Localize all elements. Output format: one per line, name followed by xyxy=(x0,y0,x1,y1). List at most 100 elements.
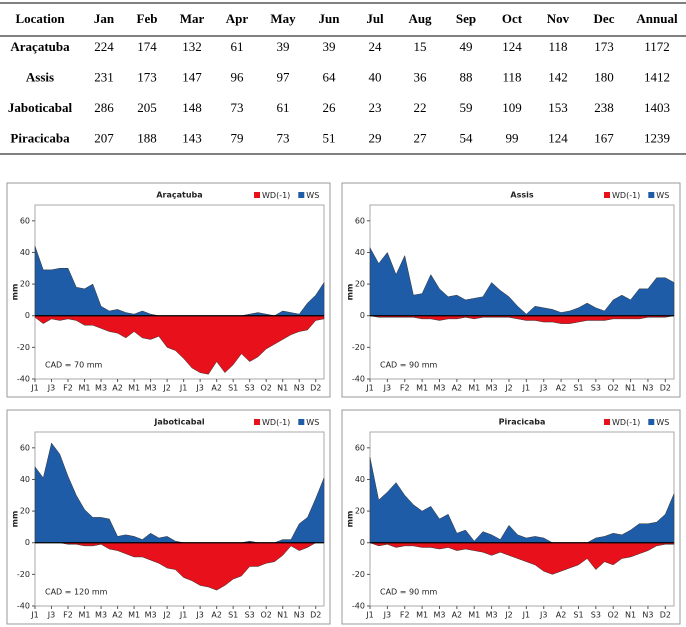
table-cell: 1412 xyxy=(644,69,670,84)
x-tick-label: S3 xyxy=(245,611,255,620)
x-tick-label: M1 xyxy=(128,611,140,620)
x-tick-label: J3 xyxy=(195,384,203,393)
table-cell: 109 xyxy=(502,100,522,115)
table-cell: 40 xyxy=(369,69,382,84)
table-cell: 205 xyxy=(137,100,157,115)
legend-label: WS xyxy=(656,418,669,427)
table-cell: 61 xyxy=(277,100,290,115)
table-cell: 180 xyxy=(594,69,614,84)
x-tick-label: M3 xyxy=(433,611,445,620)
x-tick-label: M1 xyxy=(79,384,91,393)
legend-swatch xyxy=(648,192,655,198)
x-tick-label: O2 xyxy=(261,611,272,620)
y-tick-label: 60 xyxy=(355,443,365,452)
chart-title: Assis xyxy=(510,191,533,200)
legend-label: WD(-1) xyxy=(262,418,290,427)
x-tick-label: N3 xyxy=(642,611,653,620)
y-tick-label: -40 xyxy=(17,375,30,384)
x-tick-label: N1 xyxy=(277,384,288,393)
legend-swatch xyxy=(254,192,260,198)
table-cell: 61 xyxy=(231,39,244,54)
x-tick-label: O2 xyxy=(261,384,272,393)
x-tick-label: M3 xyxy=(433,384,445,393)
x-tick-label: A2 xyxy=(556,611,567,620)
table-header: May xyxy=(270,11,296,26)
annotation: CAD = 120 mm xyxy=(45,588,108,597)
x-tick-label: J3 xyxy=(47,611,55,620)
y-tick-label: -40 xyxy=(17,602,30,611)
legend-label: WD(-1) xyxy=(612,191,640,200)
row-label: Assis xyxy=(26,69,54,84)
table-header: Dec xyxy=(594,11,615,26)
chart-title: Piracicaba xyxy=(499,418,546,427)
table-header: Annual xyxy=(636,11,678,26)
table-cell: 173 xyxy=(594,39,614,54)
y-tick-label: 20 xyxy=(20,280,30,289)
legend-label: WD(-1) xyxy=(262,191,290,200)
table-cell: 1172 xyxy=(644,39,670,54)
table-cell: 173 xyxy=(137,69,157,84)
y-tick-label: 20 xyxy=(20,507,30,516)
table-header: Jan xyxy=(94,11,115,26)
x-tick-label: M1 xyxy=(128,384,140,393)
x-tick-label: A2 xyxy=(112,611,123,620)
x-tick-label: J3 xyxy=(383,611,391,620)
chart: Assis WD(-1) WS mm -40 -20 0 20 40 60 J1 J3 F2 M1 M3 A2… xyxy=(341,182,681,398)
table: Location Jan Feb Mar Apr May Jun Jul Aug Sep Oct No… xyxy=(0,2,686,155)
x-tick-label: A2 xyxy=(112,384,123,393)
table-cell: 142 xyxy=(548,69,568,84)
y-axis-label: mm xyxy=(346,511,355,528)
x-tick-label: A2 xyxy=(211,384,222,393)
table-cell: 27 xyxy=(414,130,428,145)
table-cell: 22 xyxy=(414,100,427,115)
x-tick-label: N1 xyxy=(625,384,636,393)
table-cell: 1403 xyxy=(644,100,670,115)
table-cell: 118 xyxy=(548,39,567,54)
x-tick-label: J2 xyxy=(162,611,170,620)
y-tick-label: 0 xyxy=(25,311,30,320)
x-tick-label: S1 xyxy=(228,384,238,393)
x-tick-label: S3 xyxy=(245,384,255,393)
table-header: Nov xyxy=(547,11,570,26)
x-tick-label: F2 xyxy=(400,384,410,393)
legend-label: WS xyxy=(306,418,319,427)
table-cell: 188 xyxy=(137,130,157,145)
y-tick-label: 0 xyxy=(360,311,365,320)
table-cell: 79 xyxy=(231,130,244,145)
table-cell: 174 xyxy=(137,39,157,54)
x-tick-label: N3 xyxy=(642,384,653,393)
table-header: Jul xyxy=(366,11,384,26)
table-cell: 88 xyxy=(460,69,473,84)
area xyxy=(34,315,325,375)
x-tick-label: M3 xyxy=(486,611,498,620)
x-tick-label: M3 xyxy=(95,611,107,620)
x-tick-label: N1 xyxy=(277,611,288,620)
area xyxy=(369,457,675,543)
table-cell: 224 xyxy=(94,39,114,54)
x-tick-label: M1 xyxy=(468,611,480,620)
x-tick-label: M1 xyxy=(468,384,480,393)
x-tick-label: M1 xyxy=(416,384,428,393)
table-cell: 59 xyxy=(460,100,473,115)
plot-area xyxy=(369,204,675,380)
table-cell: 73 xyxy=(277,130,290,145)
legend-swatch xyxy=(648,419,655,425)
x-tick-label: M1 xyxy=(416,611,428,620)
y-axis-label: mm xyxy=(11,284,20,301)
y-tick-label: 20 xyxy=(355,507,365,516)
table-header: Oct xyxy=(502,11,523,26)
y-tick-label: -20 xyxy=(352,343,365,352)
table-cell: 124 xyxy=(502,39,522,54)
x-tick-label: J1 xyxy=(179,611,187,620)
table-cell: 24 xyxy=(369,39,383,54)
x-tick-label: A2 xyxy=(452,611,463,620)
table-header: Mar xyxy=(180,11,205,26)
x-tick-label: S3 xyxy=(591,611,601,620)
x-tick-label: J1 xyxy=(522,611,530,620)
table-cell: 99 xyxy=(506,130,519,145)
x-tick-label: S1 xyxy=(573,384,583,393)
annotation: CAD = 90 mm xyxy=(380,588,438,597)
y-tick-label: 0 xyxy=(360,538,365,547)
legend-swatch xyxy=(254,419,260,425)
